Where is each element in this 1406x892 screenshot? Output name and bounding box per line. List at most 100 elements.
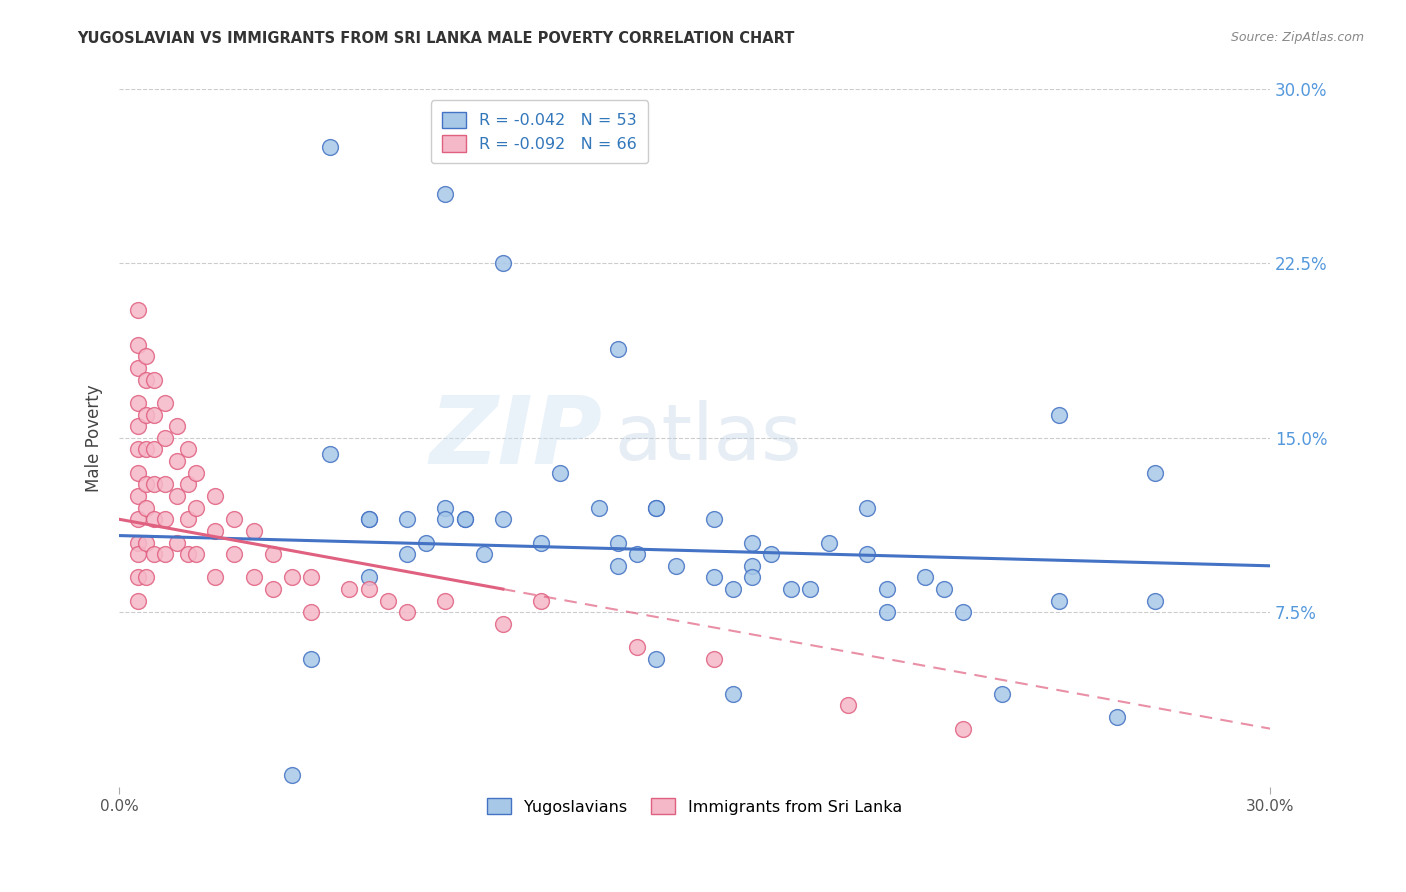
- Point: [127, 338, 149, 352]
- Point: [224, 547, 246, 561]
- Point: [155, 512, 177, 526]
- Point: [1105, 710, 1128, 724]
- Point: [434, 512, 457, 526]
- Point: [319, 447, 342, 461]
- Point: [184, 547, 207, 561]
- Point: [779, 582, 801, 596]
- Point: [799, 582, 821, 596]
- Text: YUGOSLAVIAN VS IMMIGRANTS FROM SRI LANKA MALE POVERTY CORRELATION CHART: YUGOSLAVIAN VS IMMIGRANTS FROM SRI LANKA…: [77, 31, 794, 46]
- Point: [664, 558, 686, 573]
- Point: [127, 302, 149, 317]
- Point: [155, 477, 177, 491]
- Point: [142, 547, 165, 561]
- Point: [242, 524, 264, 538]
- Point: [703, 512, 725, 526]
- Point: [741, 535, 763, 549]
- Point: [434, 593, 457, 607]
- Point: [135, 477, 157, 491]
- Point: [377, 593, 399, 607]
- Point: [492, 617, 515, 632]
- Point: [952, 605, 974, 619]
- Point: [952, 722, 974, 736]
- Point: [645, 500, 668, 515]
- Point: [262, 547, 284, 561]
- Point: [645, 652, 668, 666]
- Point: [177, 512, 200, 526]
- Point: [299, 570, 322, 584]
- Point: [135, 535, 157, 549]
- Point: [155, 547, 177, 561]
- Point: [142, 477, 165, 491]
- Point: [492, 512, 515, 526]
- Point: [990, 687, 1012, 701]
- Point: [339, 582, 361, 596]
- Point: [319, 140, 342, 154]
- Point: [127, 419, 149, 434]
- Point: [434, 186, 457, 201]
- Point: [837, 698, 859, 713]
- Point: [242, 570, 264, 584]
- Point: [177, 477, 200, 491]
- Point: [357, 582, 380, 596]
- Point: [395, 605, 418, 619]
- Point: [876, 605, 898, 619]
- Point: [1047, 593, 1070, 607]
- Text: atlas: atlas: [614, 400, 801, 475]
- Point: [761, 547, 783, 561]
- Point: [281, 570, 304, 584]
- Text: Source: ZipAtlas.com: Source: ZipAtlas.com: [1230, 31, 1364, 45]
- Point: [135, 350, 157, 364]
- Point: [703, 652, 725, 666]
- Point: [127, 593, 149, 607]
- Point: [204, 489, 226, 503]
- Point: [1144, 593, 1167, 607]
- Point: [626, 640, 648, 655]
- Point: [127, 512, 149, 526]
- Text: ZIP: ZIP: [430, 392, 603, 483]
- Point: [492, 256, 515, 270]
- Point: [395, 512, 418, 526]
- Point: [166, 419, 188, 434]
- Y-axis label: Male Poverty: Male Poverty: [86, 384, 103, 491]
- Point: [818, 535, 841, 549]
- Point: [155, 396, 177, 410]
- Point: [856, 547, 879, 561]
- Point: [357, 570, 380, 584]
- Point: [135, 442, 157, 457]
- Point: [127, 570, 149, 584]
- Point: [142, 408, 165, 422]
- Point: [357, 512, 380, 526]
- Point: [177, 547, 200, 561]
- Point: [135, 500, 157, 515]
- Point: [142, 442, 165, 457]
- Point: [127, 547, 149, 561]
- Point: [177, 442, 200, 457]
- Point: [741, 558, 763, 573]
- Point: [135, 373, 157, 387]
- Point: [166, 489, 188, 503]
- Point: [127, 466, 149, 480]
- Point: [184, 466, 207, 480]
- Point: [453, 512, 475, 526]
- Point: [127, 535, 149, 549]
- Point: [299, 652, 322, 666]
- Point: [453, 512, 475, 526]
- Point: [472, 547, 495, 561]
- Point: [204, 570, 226, 584]
- Point: [204, 524, 226, 538]
- Point: [184, 500, 207, 515]
- Point: [530, 535, 553, 549]
- Point: [914, 570, 936, 584]
- Point: [434, 500, 457, 515]
- Point: [876, 582, 898, 596]
- Point: [588, 500, 610, 515]
- Point: [127, 442, 149, 457]
- Point: [703, 570, 725, 584]
- Point: [135, 570, 157, 584]
- Point: [166, 535, 188, 549]
- Point: [530, 593, 553, 607]
- Point: [607, 343, 630, 357]
- Point: [166, 454, 188, 468]
- Point: [155, 431, 177, 445]
- Point: [856, 500, 879, 515]
